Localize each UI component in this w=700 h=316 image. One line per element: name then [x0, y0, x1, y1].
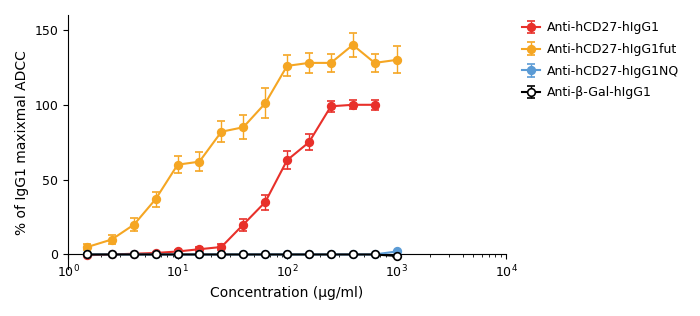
- Y-axis label: % of IgG1 maxixmal ADCC: % of IgG1 maxixmal ADCC: [15, 50, 29, 235]
- Legend: Anti-hCD27-hIgG1, Anti-hCD27-hIgG1fut, Anti-hCD27-hIgG1NQ, Anti-β-Gal-hIgG1: Anti-hCD27-hIgG1, Anti-hCD27-hIgG1fut, A…: [517, 16, 684, 104]
- X-axis label: Concentration (μg/ml): Concentration (μg/ml): [211, 286, 364, 300]
